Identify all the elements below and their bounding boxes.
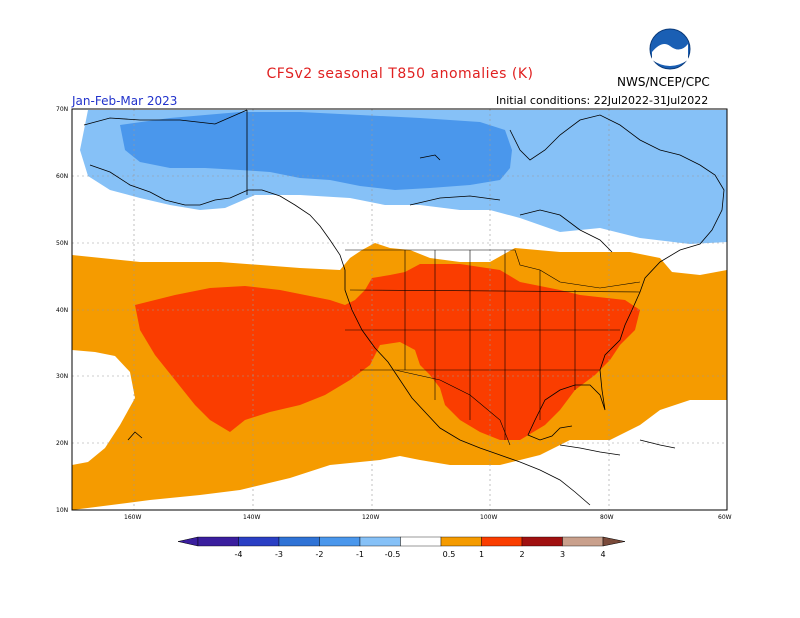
lat-label-10n: 10N — [56, 507, 69, 514]
map-frame — [71, 108, 728, 511]
strong-warm-anomaly-region — [135, 264, 640, 440]
lat-label-20n: 20N — [56, 440, 69, 447]
noaa-logo — [649, 28, 691, 70]
political-borders — [345, 249, 641, 446]
noaa-logo-text-holder — [649, 28, 691, 70]
lon-label-80w: 80W — [600, 514, 614, 521]
lon-label-140w: 140W — [243, 514, 261, 521]
forecast-period: Jan-Feb-Mar 2023 — [72, 94, 178, 108]
lon-label-160w: 160W — [124, 514, 142, 521]
map-title: CFSv2 seasonal T850 anomalies (K) — [266, 66, 534, 82]
lon-label-120w: 120W — [362, 514, 380, 521]
graticule — [72, 109, 727, 510]
lat-label-70n: 70N — [56, 106, 69, 113]
lon-label-60w: 60W — [718, 514, 732, 521]
agency-label: NWS/NCEP/CPC — [617, 75, 710, 89]
lat-label-40n: 40N — [56, 307, 69, 314]
coastlines — [83, 109, 725, 506]
initial-conditions: Initial conditions: 22Jul2022-31Jul2022 — [496, 94, 709, 107]
strong-cold-anomaly-region — [120, 112, 512, 190]
lon-label-100w: 100W — [480, 514, 498, 521]
lat-label-60n: 60N — [56, 173, 69, 180]
lat-label-50n: 50N — [56, 240, 69, 247]
lat-label-30n: 30N — [56, 373, 69, 380]
